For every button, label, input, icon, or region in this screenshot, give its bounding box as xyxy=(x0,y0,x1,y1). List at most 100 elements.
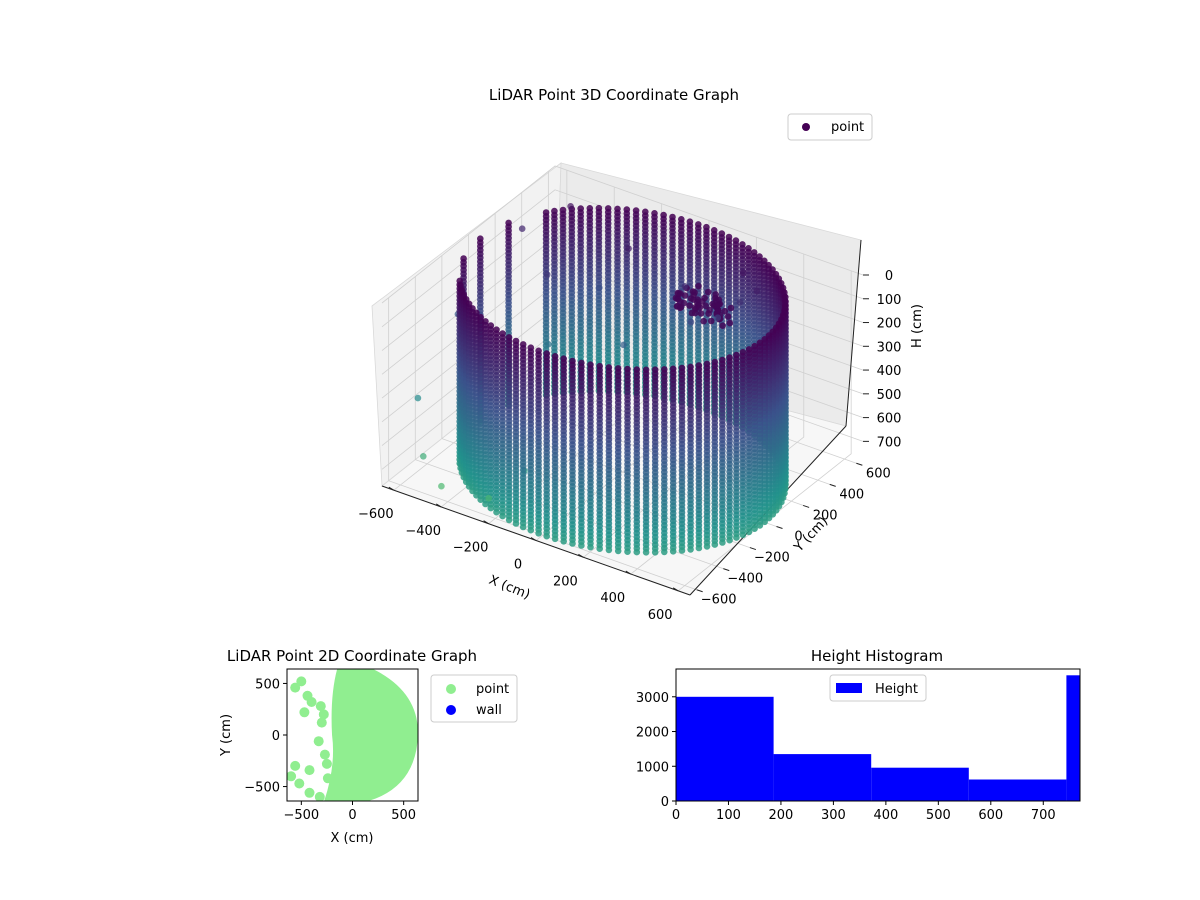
chart-3d-point xyxy=(493,508,500,516)
histogram-xtick-label: 300 xyxy=(821,808,846,823)
chart-3d-point xyxy=(669,548,677,555)
chart-3d-point xyxy=(719,322,726,330)
chart-3d-point xyxy=(569,540,576,547)
chart-3d-point xyxy=(751,525,758,532)
chart-3d-ztick-label: 600 xyxy=(877,412,902,427)
chart-3d-xtick-label: −400 xyxy=(405,524,441,539)
chart-3d-ztick-label: 0 xyxy=(885,269,893,284)
chart-2d-point xyxy=(319,749,330,760)
chart-3d-point xyxy=(624,548,631,555)
histogram-bar xyxy=(1066,675,1080,801)
chart-3d-point xyxy=(675,290,682,297)
chart-3d-legend-label: point xyxy=(831,120,864,135)
chart-3d: LiDAR Point 3D Coordinate Graph −600 −400… xyxy=(358,86,925,623)
chart-3d-point xyxy=(703,543,711,550)
chart-3d-ztick-label: 400 xyxy=(877,364,902,379)
chart-3d-point xyxy=(739,269,747,277)
chart-3d-gridline-h xyxy=(381,165,864,304)
chart-3d-z-axis xyxy=(845,239,862,427)
chart-3d-ztick-label: 700 xyxy=(877,435,902,450)
histogram-bar xyxy=(871,767,969,801)
chart-3d-ztick-label: 100 xyxy=(877,293,902,308)
chart-2d-legend-wall-marker xyxy=(446,705,456,715)
chart-3d-ytick-label: 400 xyxy=(839,487,864,502)
chart-3d-point xyxy=(719,539,726,546)
chart-3d-point xyxy=(711,541,719,548)
chart-3d-point xyxy=(727,304,735,312)
chart-2d-point xyxy=(313,736,324,747)
chart-2d-point xyxy=(306,697,317,707)
chart-2d-title: LiDAR Point 2D Coordinate Graph xyxy=(227,647,477,665)
chart-3d-point xyxy=(706,306,713,314)
chart-3d-point xyxy=(438,482,445,490)
chart-3d-ytick-label: −400 xyxy=(727,572,763,587)
chart-2d-point xyxy=(321,758,332,769)
chart-2d-point xyxy=(322,773,333,784)
chart-2d-point xyxy=(290,760,301,771)
chart-3d-gridline-x xyxy=(393,170,568,491)
histogram-xtick-label: 500 xyxy=(926,808,951,823)
chart-3d-point xyxy=(661,548,668,556)
chart-3d-point xyxy=(676,298,684,305)
chart-3d-xtick-label: −600 xyxy=(358,507,394,522)
histogram-bar xyxy=(773,754,872,801)
chart-3d-point xyxy=(560,538,567,545)
chart-3d-point xyxy=(712,291,719,298)
histogram-legend-swatch xyxy=(836,683,862,693)
histogram-xtick-label: 100 xyxy=(716,808,741,823)
chart-3d-point xyxy=(485,494,493,502)
chart-3d-point xyxy=(527,526,535,534)
chart-2d-legend-wall-label: wall xyxy=(476,703,502,718)
chart-2d-xlabel: X (cm) xyxy=(331,831,374,846)
chart-2d-ylabel: Y (cm) xyxy=(219,714,234,757)
chart-2d-ytick-label: −500 xyxy=(244,781,280,796)
chart-3d-point xyxy=(543,532,550,540)
chart-3d-point xyxy=(691,304,699,311)
histogram-xtick-label: 700 xyxy=(1031,808,1056,823)
chart-3d-point xyxy=(420,453,427,460)
chart-3d-point xyxy=(651,549,659,556)
chart-3d-gridline-y xyxy=(388,297,697,591)
chart-3d-ztick-label: 200 xyxy=(877,317,902,332)
chart-3d-title: LiDAR Point 3D Coordinate Graph xyxy=(489,86,739,104)
chart-2d-xtick-label: 500 xyxy=(391,808,416,823)
chart-2d-ytick-label: 0 xyxy=(272,729,280,744)
chart-3d-point xyxy=(687,318,695,326)
chart-3d-point xyxy=(587,543,594,551)
chart-3d-point xyxy=(701,294,708,302)
chart-3d-point xyxy=(700,317,707,325)
chart-3d-xtick-label: 200 xyxy=(553,574,578,589)
chart-3d-point xyxy=(578,542,585,549)
histogram-legend: Height xyxy=(829,674,927,702)
chart-2d-point xyxy=(287,771,297,782)
chart-3d-point xyxy=(499,512,506,520)
chart-3d-point xyxy=(708,317,715,325)
chart-3d-point xyxy=(721,307,729,315)
chart-3d-point xyxy=(714,314,722,322)
chart-3d-point xyxy=(519,523,527,531)
chart-3d-point xyxy=(625,245,632,252)
chart-2d-ytick-label: 500 xyxy=(255,677,280,692)
chart-3d-xtick-label: 600 xyxy=(648,608,673,623)
chart-3d-point xyxy=(695,544,703,552)
chart-3d-ytick-label: −600 xyxy=(701,593,737,608)
chart-3d-point xyxy=(739,531,747,539)
chart-2d-xtick-label: 0 xyxy=(348,808,356,823)
chart-3d-point xyxy=(551,535,559,543)
histogram-xtick-label: 600 xyxy=(978,808,1003,823)
chart-3d-zlabel: H (cm) xyxy=(910,304,925,348)
chart-3d-point xyxy=(724,313,732,320)
chart-3d-point xyxy=(596,545,603,552)
chart-3d-point xyxy=(596,284,603,292)
chart-3d-point xyxy=(605,546,613,554)
histogram-bar xyxy=(676,696,774,801)
chart-3d-xtick-label: 400 xyxy=(600,591,625,606)
chart-3d-point xyxy=(620,341,627,349)
chart-3d-point xyxy=(704,288,712,296)
chart-3d-point xyxy=(696,304,704,311)
chart-3d-ytick-label: −200 xyxy=(754,551,790,566)
chart-3d-point xyxy=(414,394,422,402)
chart-2d-point xyxy=(314,791,325,801)
chart-3d-point xyxy=(733,534,740,541)
